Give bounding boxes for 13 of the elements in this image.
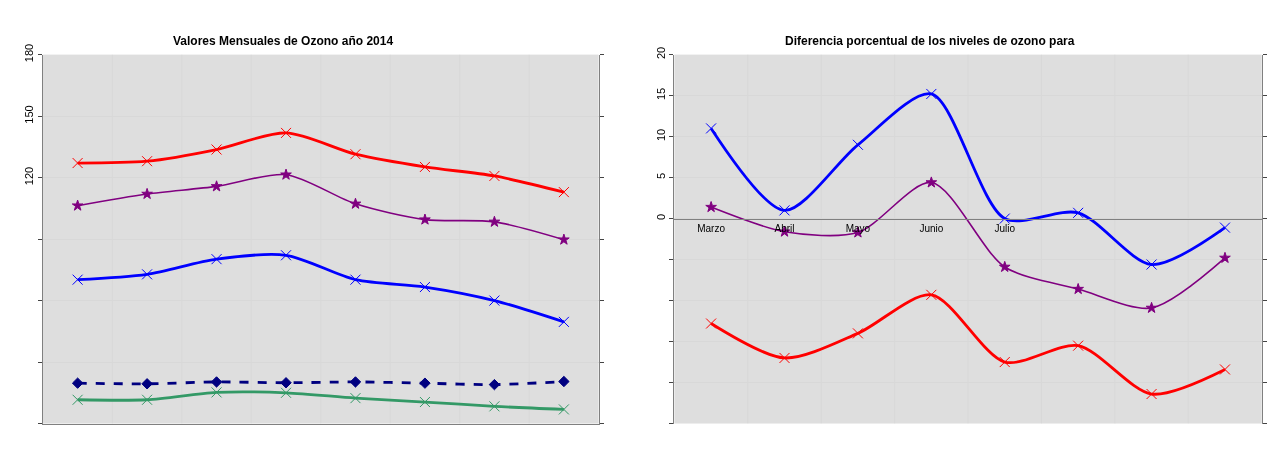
y-tick-label: 180 (23, 43, 36, 63)
y-tick-label: 5 (654, 172, 667, 179)
x-tick-label: Junio (919, 222, 944, 234)
y-tick-label: 20 (654, 46, 667, 60)
y-tick-label: 0 (654, 213, 667, 220)
chart-title: Valores Mensuales de Ozono año 2014 (173, 34, 394, 48)
y-tick-label: 120 (23, 166, 36, 186)
x-tick-label: Julio (994, 222, 1016, 234)
y-tick-label: 150 (23, 105, 36, 124)
y-tick-label: 15 (654, 87, 667, 101)
y-tick-label: 10 (654, 128, 667, 142)
chart-title: Diferencia porcentual de los niveles de ozono para (785, 34, 1075, 48)
x-tick-label: Marzo (697, 222, 726, 234)
